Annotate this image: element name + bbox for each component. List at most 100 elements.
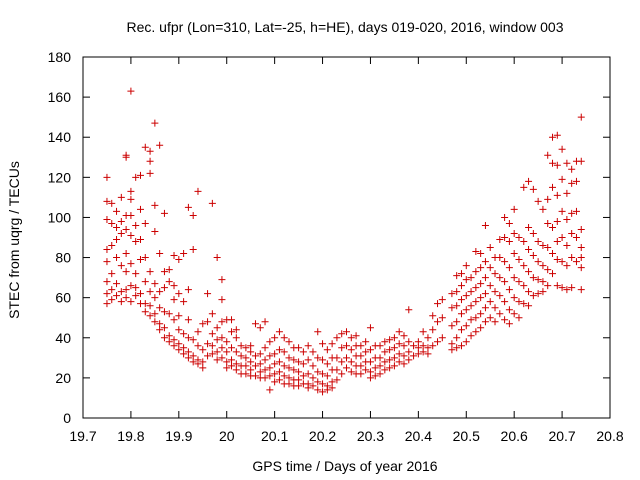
data-point bbox=[122, 153, 130, 161]
data-point bbox=[275, 328, 283, 336]
data-point bbox=[127, 298, 135, 306]
data-point bbox=[160, 308, 168, 316]
data-point bbox=[280, 334, 288, 342]
data-point bbox=[213, 254, 221, 262]
data-point bbox=[525, 302, 533, 310]
data-point bbox=[390, 344, 398, 352]
data-point bbox=[228, 362, 236, 370]
data-point bbox=[563, 262, 571, 270]
data-point bbox=[117, 217, 125, 225]
data-point bbox=[251, 320, 259, 328]
data-point bbox=[295, 358, 303, 366]
data-point bbox=[175, 312, 183, 320]
data-point bbox=[362, 348, 370, 356]
data-point bbox=[180, 350, 188, 358]
data-point bbox=[160, 324, 168, 332]
data-point bbox=[256, 350, 264, 358]
data-point bbox=[333, 334, 341, 342]
data-point bbox=[501, 213, 509, 221]
data-point bbox=[213, 336, 221, 344]
data-point bbox=[328, 384, 336, 392]
data-point bbox=[141, 254, 149, 262]
data-point bbox=[577, 113, 585, 121]
data-point bbox=[175, 346, 183, 354]
data-point bbox=[448, 304, 456, 312]
data-point bbox=[477, 324, 485, 332]
data-point bbox=[189, 336, 197, 344]
x-tick-label: 20.5 bbox=[453, 428, 480, 444]
data-point bbox=[295, 382, 303, 390]
data-point bbox=[563, 286, 571, 294]
data-point bbox=[429, 326, 437, 334]
data-point bbox=[501, 298, 509, 306]
y-tick-label: 140 bbox=[48, 129, 72, 145]
data-point bbox=[453, 344, 461, 352]
data-point bbox=[271, 334, 279, 342]
data-point bbox=[453, 288, 461, 296]
chart-title: Rec. ufpr (Lon=310, Lat=-25, h=HE), days… bbox=[126, 19, 563, 35]
data-point bbox=[544, 195, 552, 203]
data-point bbox=[338, 370, 346, 378]
data-point bbox=[505, 320, 513, 328]
data-point bbox=[510, 229, 518, 237]
data-point bbox=[505, 238, 513, 246]
data-point bbox=[347, 368, 355, 376]
data-point bbox=[136, 290, 144, 298]
data-point bbox=[462, 338, 470, 346]
data-point bbox=[127, 282, 135, 290]
data-point bbox=[314, 328, 322, 336]
y-tick-label: 160 bbox=[48, 89, 72, 105]
data-point bbox=[534, 276, 542, 284]
data-point bbox=[486, 298, 494, 306]
data-point bbox=[472, 328, 480, 336]
y-tick-label: 40 bbox=[55, 330, 71, 346]
data-point bbox=[376, 354, 384, 362]
data-point bbox=[156, 326, 164, 334]
data-point bbox=[280, 348, 288, 356]
data-point bbox=[434, 338, 442, 346]
data-point bbox=[510, 294, 518, 302]
data-point bbox=[544, 219, 552, 227]
data-point bbox=[395, 358, 403, 366]
data-point bbox=[309, 382, 317, 390]
data-point bbox=[515, 256, 523, 264]
data-point bbox=[572, 207, 580, 215]
data-point bbox=[419, 342, 427, 350]
data-point bbox=[577, 225, 585, 233]
data-point bbox=[529, 274, 537, 282]
data-point bbox=[218, 354, 226, 362]
data-point bbox=[228, 328, 236, 336]
data-point bbox=[553, 217, 561, 225]
data-point bbox=[170, 252, 178, 260]
data-point bbox=[165, 332, 173, 340]
data-point bbox=[261, 344, 269, 352]
data-point bbox=[285, 380, 293, 388]
data-point bbox=[462, 262, 470, 270]
data-point bbox=[151, 201, 159, 209]
data-point bbox=[218, 296, 226, 304]
data-point bbox=[108, 270, 116, 278]
data-point bbox=[371, 364, 379, 372]
data-point bbox=[295, 344, 303, 352]
data-point bbox=[328, 378, 336, 386]
data-point bbox=[376, 362, 384, 370]
data-point bbox=[314, 354, 322, 362]
data-point bbox=[175, 340, 183, 348]
data-point bbox=[525, 223, 533, 231]
data-point bbox=[568, 254, 576, 262]
data-point bbox=[343, 328, 350, 336]
data-point bbox=[376, 370, 384, 378]
data-point bbox=[438, 314, 446, 322]
data-point bbox=[247, 366, 255, 374]
data-point bbox=[232, 326, 240, 334]
data-point bbox=[184, 286, 192, 294]
data-point bbox=[165, 338, 173, 346]
data-point bbox=[151, 318, 159, 326]
data-point bbox=[457, 342, 465, 350]
data-point bbox=[228, 316, 236, 324]
data-point bbox=[170, 316, 178, 324]
data-point bbox=[333, 376, 341, 384]
data-point bbox=[199, 346, 207, 354]
data-point bbox=[208, 330, 216, 338]
data-point bbox=[117, 298, 125, 306]
